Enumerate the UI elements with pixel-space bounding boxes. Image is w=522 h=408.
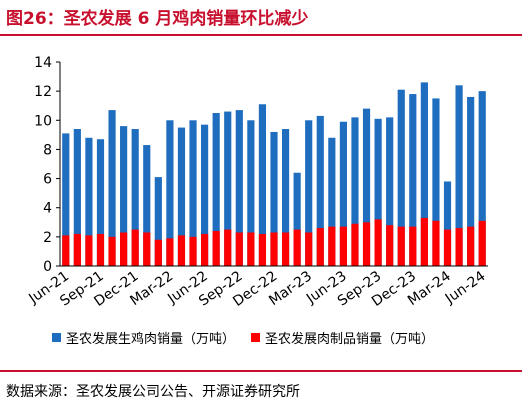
chicken-sales-bar [397,89,405,266]
chicken-sales-bar [293,172,301,266]
processed-meat-sales-bar [247,232,255,266]
chicken-sales-bar [212,113,220,266]
processed-meat-sales-bar [189,236,197,266]
x-axis: Jun-21Sep-21Dec-21Mar-22Jun-22Sep-22Dec-… [25,265,489,310]
processed-meat-sales-bar [166,238,174,266]
data-source: 数据来源：圣农发展公司公告、开源证券研究所 [6,384,300,400]
chicken-sales-bar [108,110,116,266]
legend: 圣农发展生鸡肉销量（万吨） 圣农发展肉制品销量（万吨） [52,331,434,347]
chicken-sales-bar [351,117,359,266]
processed-meat-sales-bar [386,225,394,266]
processed-meat-sales-bar [120,232,128,266]
processed-meat-sales-bar [201,233,209,266]
processed-meat-sales-bar [397,226,405,266]
source-rule [0,370,522,372]
chicken-sales-bar [316,115,324,267]
chicken-sales-bar [374,118,382,266]
chicken-sales-bar [420,82,428,267]
figure-title: 图26：圣农发展 6 月鸡肉销量环比减少 [6,9,309,29]
chicken-sales-bar [432,98,440,266]
y-tick-label: 12 [34,84,52,100]
processed-meat-sales-bar [96,233,105,266]
processed-meat-sales-bar [305,232,313,266]
processed-meat-sales-bar [420,217,428,266]
chicken-sales-bar [73,129,81,266]
chicken-sales-bar [328,137,336,266]
chicken-sales-bar [270,131,278,266]
chicken-sales-bar [62,133,70,266]
processed-meat-sales-bar [478,220,486,266]
chicken-sales-bar [131,129,139,266]
chicken-sales-bar [189,120,197,267]
chicken-sales-bar [177,127,186,266]
processed-meat-sales-bar [224,229,232,266]
y-axis: 0 2 4 6 8 10 12 14 [34,55,61,275]
processed-meat-sales-bar [362,222,371,266]
y-tick-label: 0 [43,259,52,275]
legend-label-processed: 圣农发展肉制品销量（万吨） [265,331,434,347]
bars [62,82,486,267]
y-tick-label: 8 [43,142,52,158]
legend-swatch-chicken [52,333,61,342]
legend-swatch-processed [251,333,261,342]
chicken-sales-bar [154,177,162,266]
processed-meat-sales-bar [85,235,93,266]
processed-meat-sales-bar [409,226,417,266]
processed-meat-sales-bar [177,235,186,266]
y-tick-label: 4 [43,201,52,217]
processed-meat-sales-bar [131,229,139,266]
bar-chart: 0 2 4 6 8 10 12 14 Jun-21Sep-21Dec-21Mar-22Jun-… [25,55,489,347]
processed-meat-sales-bar [62,235,70,266]
processed-meat-sales-bar [351,223,359,266]
y-tick-label: 2 [43,230,52,246]
chicken-sales-bar [386,117,394,266]
chicken-sales-bar [305,120,313,267]
processed-meat-sales-bar [270,232,278,266]
legend-label-chicken: 圣农发展生鸡肉销量（万吨） [66,331,235,347]
chicken-sales-bar [339,121,347,266]
chicken-sales-bar [409,94,417,266]
chicken-sales-bar [96,139,105,266]
processed-meat-sales-bar [154,239,162,266]
processed-meat-sales-bar [432,220,440,266]
processed-meat-sales-bar [328,226,336,266]
x-tick-label: Jun-24 [442,268,489,307]
chicken-sales-bar [235,110,243,266]
chicken-sales-bar [362,108,371,266]
processed-meat-sales-bar [455,228,463,266]
y-tick-label: 6 [43,172,52,188]
processed-meat-sales-bar [235,232,243,266]
processed-meat-sales-bar [339,226,347,266]
processed-meat-sales-bar [73,233,81,266]
chicken-sales-bar [201,124,209,267]
chicken-sales-bar [467,96,475,266]
y-tick-label: 10 [34,113,52,129]
processed-meat-sales-bar [258,233,267,266]
chicken-sales-bar [143,145,151,266]
chicken-sales-bar [281,129,290,266]
chicken-sales-bar [85,137,93,266]
processed-meat-sales-bar [212,231,220,266]
processed-meat-sales-bar [316,228,324,266]
chicken-sales-bar [166,120,174,267]
y-tick-label: 14 [34,55,52,71]
chicken-sales-bar [443,181,452,266]
processed-meat-sales-bar [108,236,116,266]
chicken-sales-bar [478,91,486,266]
chicken-sales-bar [247,120,255,267]
processed-meat-sales-bar [467,226,475,266]
processed-meat-sales-bar [443,229,452,266]
processed-meat-sales-bar [374,219,382,266]
title-rule [0,34,522,36]
chicken-sales-bar [455,85,463,266]
processed-meat-sales-bar [281,232,290,266]
chicken-sales-bar [224,111,232,267]
processed-meat-sales-bar [143,232,151,266]
chicken-sales-bar [258,104,267,266]
processed-meat-sales-bar [293,229,301,266]
chicken-sales-bar [120,126,128,266]
